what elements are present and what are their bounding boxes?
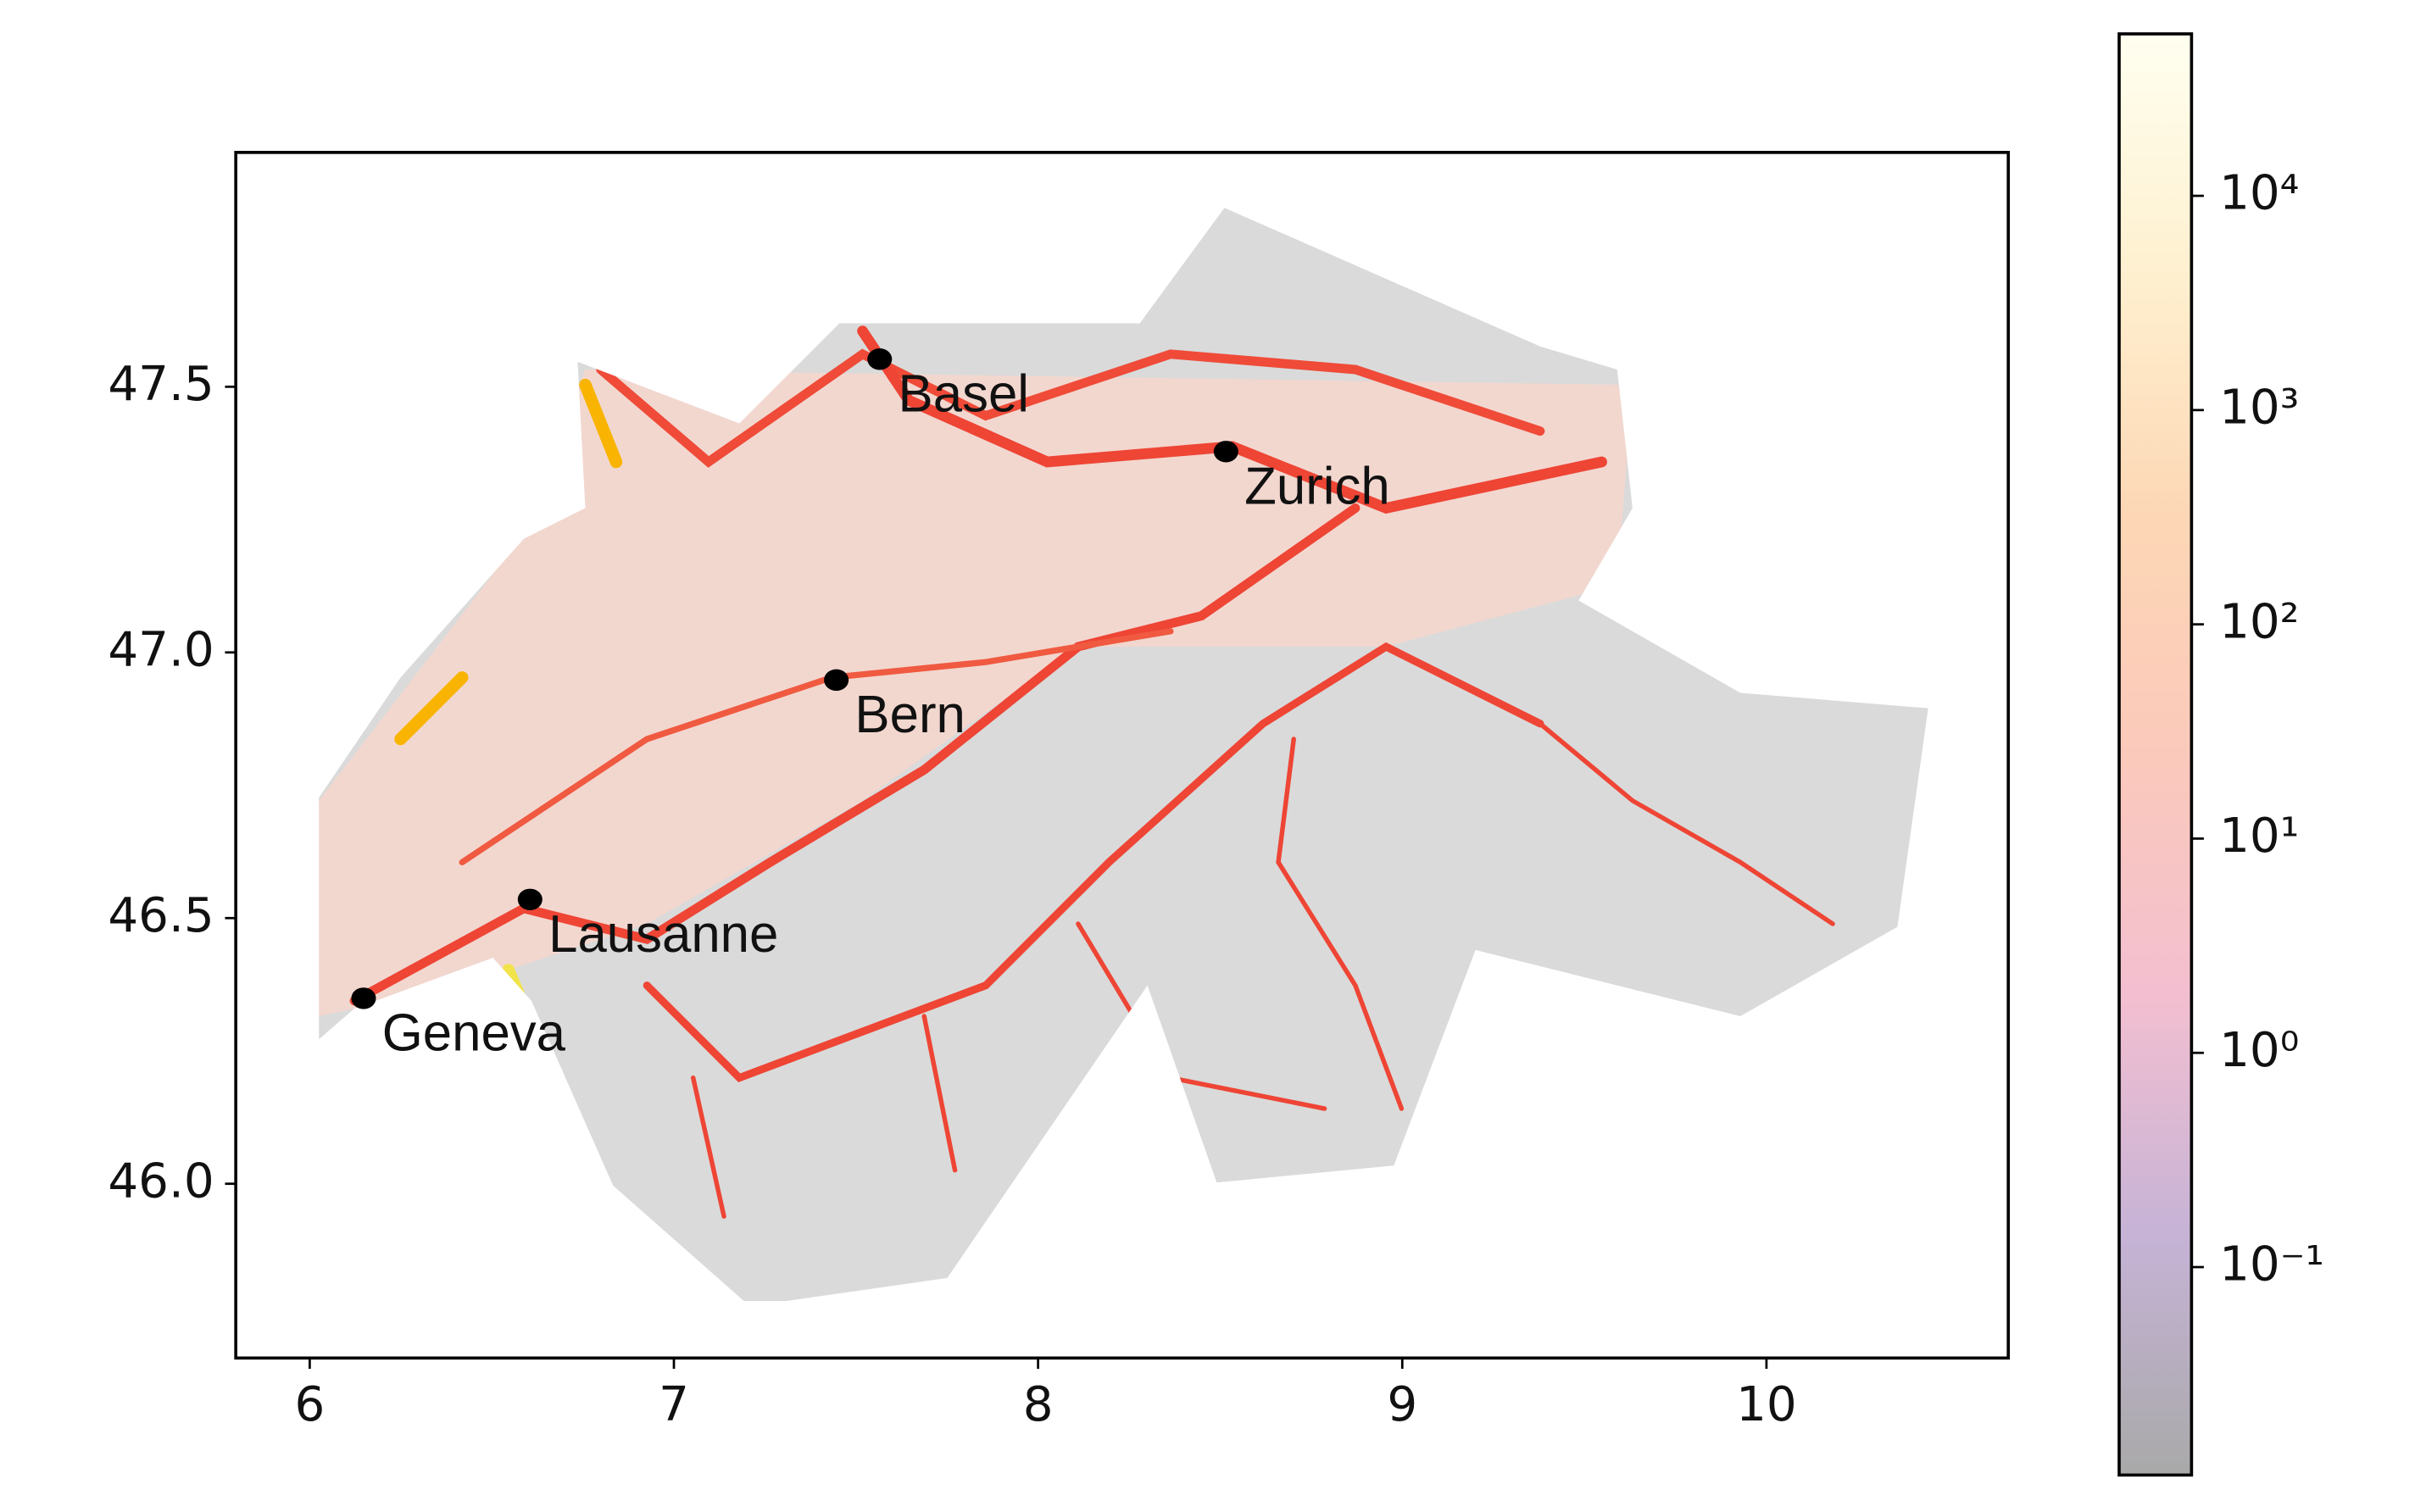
city-point bbox=[1213, 441, 1238, 463]
y-tick-label: 47.0 bbox=[108, 622, 214, 677]
city-label: Basel bbox=[899, 364, 1029, 423]
colorbar-tick-label: 10³ bbox=[2219, 380, 2299, 435]
y-tick-label: 46.0 bbox=[108, 1153, 214, 1209]
density-pattern bbox=[319, 325, 1835, 1219]
x-tick-label: 7 bbox=[659, 1377, 689, 1432]
y-tick-label: 46.5 bbox=[108, 888, 214, 943]
city-label: Zurich bbox=[1244, 458, 1390, 516]
axes-frame bbox=[234, 151, 2011, 1360]
city-label: Lausanne bbox=[548, 905, 778, 964]
map-background bbox=[319, 208, 1928, 1302]
colorbar-tick-label: 10² bbox=[2219, 594, 2299, 649]
y-tick-label: 47.5 bbox=[108, 357, 214, 412]
city-point bbox=[824, 669, 849, 692]
colorbar-tick-label: 10⁻¹ bbox=[2219, 1237, 2324, 1292]
x-tick-label: 8 bbox=[1023, 1377, 1054, 1432]
city-point bbox=[867, 348, 893, 370]
colorbar-tick-label: 10⁴ bbox=[2219, 166, 2299, 221]
colorbar-tick-label: 10⁰ bbox=[2219, 1023, 2299, 1078]
colorbar-tick-label: 10¹ bbox=[2219, 809, 2299, 864]
city-point bbox=[351, 987, 376, 1009]
x-tick-label: 9 bbox=[1387, 1377, 1417, 1432]
city-label: Geneva bbox=[382, 1004, 566, 1063]
city-point bbox=[517, 888, 543, 911]
colorbar bbox=[2117, 32, 2194, 1477]
x-tick-label: 6 bbox=[294, 1377, 325, 1432]
city-label: Bern bbox=[854, 686, 965, 744]
x-tick-label: 10 bbox=[1736, 1377, 1797, 1432]
